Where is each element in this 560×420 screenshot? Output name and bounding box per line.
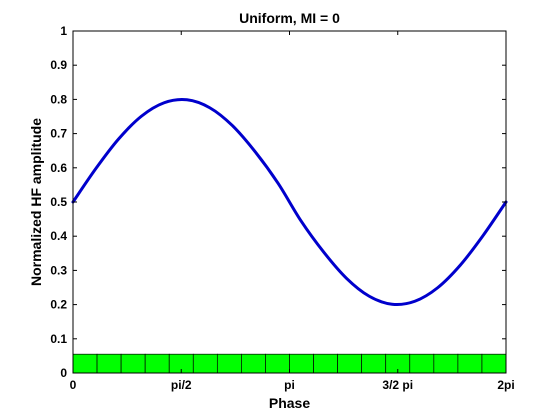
y-tick-label: 0 bbox=[60, 366, 67, 380]
histogram-bar bbox=[361, 353, 387, 374]
y-tick-label: 0.5 bbox=[50, 195, 67, 209]
histogram-bar bbox=[433, 353, 459, 374]
histogram-bar bbox=[481, 353, 507, 374]
histogram-bar bbox=[144, 353, 170, 374]
x-tick-label: 3/2 pi bbox=[382, 378, 413, 392]
histogram-bar bbox=[337, 353, 363, 374]
y-tick-label: 0.6 bbox=[50, 161, 67, 175]
histogram-bar bbox=[216, 353, 242, 374]
x-tick-label: pi bbox=[284, 378, 295, 392]
y-tick-label: 1 bbox=[60, 24, 67, 38]
chart-title: Uniform, MI = 0 bbox=[239, 10, 340, 26]
series-line bbox=[71, 98, 508, 306]
histogram-bar bbox=[289, 353, 314, 374]
x-tick-label: pi/2 bbox=[171, 378, 192, 392]
x-tick-label: 0 bbox=[70, 378, 77, 392]
histogram-bar bbox=[241, 353, 266, 374]
histogram-bar bbox=[120, 353, 146, 374]
histogram-bar bbox=[96, 353, 122, 374]
y-tick-label: 0.9 bbox=[50, 58, 67, 72]
y-tick-label: 0.1 bbox=[50, 332, 67, 346]
y-tick-label: 0.3 bbox=[50, 263, 67, 277]
histogram-bar bbox=[409, 353, 435, 374]
y-tick-label: 0.2 bbox=[50, 298, 67, 312]
histogram-bar bbox=[72, 353, 98, 374]
x-tick-label: 2pi bbox=[497, 378, 514, 392]
histogram-bar bbox=[192, 353, 218, 374]
y-axis-title: Normalized HF amplitude bbox=[28, 118, 44, 286]
histogram-bar bbox=[265, 353, 290, 374]
y-tick-label: 0.7 bbox=[50, 127, 67, 141]
y-tick-label: 0.8 bbox=[50, 92, 67, 106]
x-axis-title: Phase bbox=[269, 395, 310, 411]
histogram-bar bbox=[457, 353, 483, 374]
y-tick-label: 0.4 bbox=[50, 229, 67, 243]
histogram-bar bbox=[313, 353, 338, 374]
